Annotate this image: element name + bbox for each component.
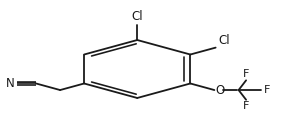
- Text: O: O: [215, 83, 224, 97]
- Text: Cl: Cl: [218, 34, 230, 47]
- Text: F: F: [243, 69, 249, 79]
- Text: Cl: Cl: [131, 10, 143, 23]
- Text: F: F: [243, 101, 249, 111]
- Text: N: N: [6, 77, 15, 90]
- Text: F: F: [264, 85, 270, 95]
